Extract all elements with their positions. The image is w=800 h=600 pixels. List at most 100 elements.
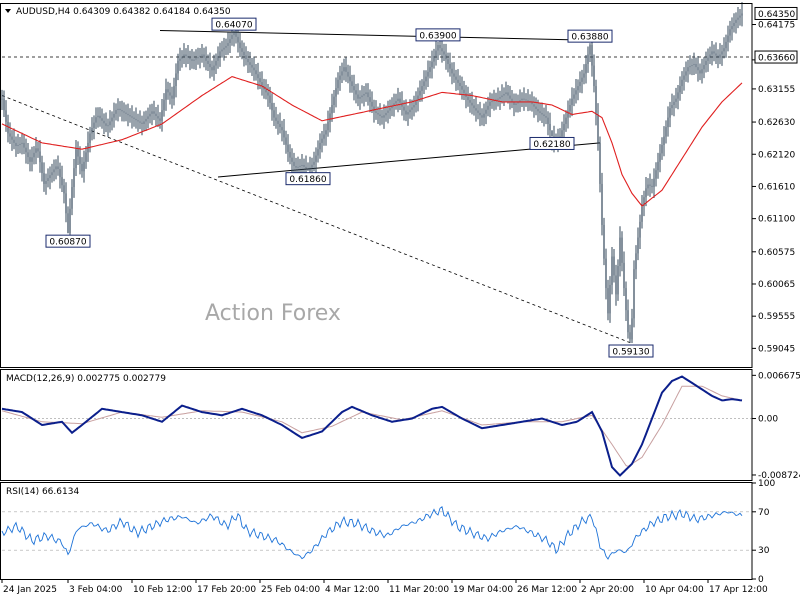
candle-body: [15, 142, 17, 147]
candle-body: [25, 147, 27, 153]
candle-body: [199, 55, 201, 58]
candle-body: [243, 51, 245, 56]
candle-body: [583, 73, 585, 78]
current-price-tag-text: 0.64350: [758, 10, 795, 20]
candle-body: [75, 149, 77, 169]
candle-body: [535, 106, 537, 109]
candle-body: [401, 102, 403, 107]
candle-body: [405, 110, 407, 115]
candle-body: [269, 95, 271, 103]
candle-body: [267, 92, 269, 96]
date-tick-label: 17 Feb 20:00: [197, 585, 256, 595]
candle-body: [83, 161, 85, 172]
candle-body: [601, 183, 603, 225]
price-tick-label: 0.63155: [758, 85, 795, 95]
candle-body: [705, 60, 707, 66]
candle-body: [229, 39, 231, 44]
candle-body: [709, 54, 711, 58]
candle-body: [461, 86, 463, 90]
candle-body: [7, 121, 9, 134]
candle-body: [637, 237, 639, 254]
candle-body: [457, 79, 459, 83]
candle-body: [315, 155, 317, 162]
candle-body: [725, 41, 727, 49]
candle-body: [37, 148, 39, 152]
candle-body: [717, 55, 719, 58]
rsi-header-text: RSI(14) 66.6134: [6, 487, 79, 497]
candle-body: [295, 166, 297, 168]
candle-body: [143, 121, 145, 124]
candle-body: [307, 168, 309, 171]
candle-body: [647, 184, 649, 189]
rsi-tick-label: 30: [758, 546, 770, 556]
candle-body: [677, 92, 679, 99]
candle-body: [425, 76, 427, 82]
candle-body: [181, 56, 183, 59]
candle-body: [477, 110, 479, 113]
date-tick-label: 25 Feb 04:00: [261, 585, 320, 595]
candle-body: [179, 58, 181, 61]
candle-body: [191, 59, 193, 61]
candle-body: [103, 120, 105, 124]
candle-body: [737, 17, 739, 20]
candle-body: [345, 67, 347, 72]
candle-body: [363, 93, 365, 96]
candle-body: [355, 90, 357, 95]
candle-body: [719, 54, 721, 58]
candle-body: [123, 111, 125, 113]
candle-body: [487, 105, 489, 110]
candle-body: [95, 117, 97, 123]
rsi-tick-label: 100: [758, 479, 775, 489]
candle-body: [209, 63, 211, 68]
candle-body: [297, 166, 299, 168]
candle-body: [489, 101, 491, 106]
candle-body: [155, 113, 157, 117]
candle-body: [491, 101, 493, 103]
candle-body: [225, 45, 227, 48]
candle-body: [451, 68, 453, 74]
candle-body: [429, 67, 431, 72]
candle-body: [3, 98, 5, 111]
candle-body: [183, 54, 185, 57]
date-tick-label: 24 Jan 2025: [3, 585, 57, 595]
price-label-box: [608, 344, 654, 358]
candle-body: [523, 98, 525, 100]
candle-body: [707, 57, 709, 61]
level-price-tag-text: 0.63660: [758, 54, 795, 64]
candle-body: [257, 74, 259, 79]
candle-body: [167, 89, 169, 93]
candle-body: [341, 71, 343, 76]
candle-body: [41, 162, 43, 174]
price-tick-label: 0.59555: [758, 312, 795, 322]
candle-body: [127, 113, 129, 116]
candle-body: [85, 152, 87, 162]
candle-body: [711, 51, 713, 55]
candle-body: [735, 19, 737, 23]
candle-body: [347, 71, 349, 77]
candle-body: [239, 42, 241, 49]
level-price-tag-box: [754, 50, 798, 64]
candle-body: [259, 78, 261, 83]
candle-body: [625, 288, 627, 311]
candle-body: [357, 94, 359, 99]
candle-body: [533, 104, 535, 107]
candle-body: [305, 166, 307, 169]
candle-body: [681, 79, 683, 87]
candle-body: [175, 73, 177, 87]
candle-body: [739, 15, 741, 18]
candle-body: [47, 178, 49, 182]
candle-body: [563, 123, 565, 131]
candle-body: [177, 60, 179, 74]
candle-body: [479, 112, 481, 116]
price-label-text: 0.61860: [289, 175, 326, 185]
candle-body: [99, 115, 101, 119]
candle-body: [605, 258, 607, 289]
candle-body: [187, 56, 189, 58]
candle-body: [679, 86, 681, 93]
candle-body: [693, 63, 695, 66]
candle-body: [511, 98, 513, 102]
candle-body: [395, 101, 397, 104]
candle-body: [173, 86, 175, 99]
candle-body: [723, 48, 725, 52]
candle-body: [39, 151, 41, 163]
